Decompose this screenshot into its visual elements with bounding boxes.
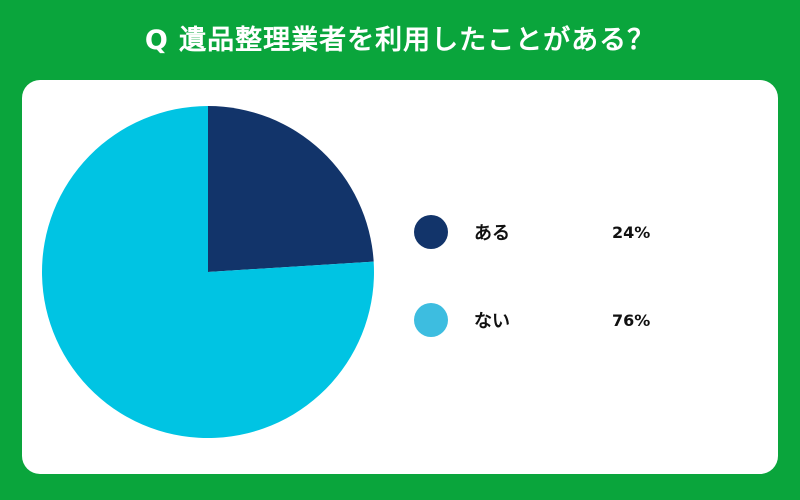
legend-swatch-aru [414,215,448,249]
pie-slice-nai [41,106,374,438]
legend-label-aru: ある [474,223,510,244]
legend-value-aru: 24% [612,222,651,242]
legend-swatch-nai [414,303,448,337]
legend-item-aru: ある 24% [414,212,650,252]
legend-value-nai: 76% [612,310,651,330]
legend-label-nai: ない [474,311,510,332]
pie-slice-aru [208,106,374,272]
chart-title: Q 遺品整理業者を利用したことがある？ [144,25,656,56]
pie-chart [41,106,374,438]
legend-item-nai: ない 76% [414,300,650,340]
chart-card: ある 24% ない 76% [22,80,778,474]
